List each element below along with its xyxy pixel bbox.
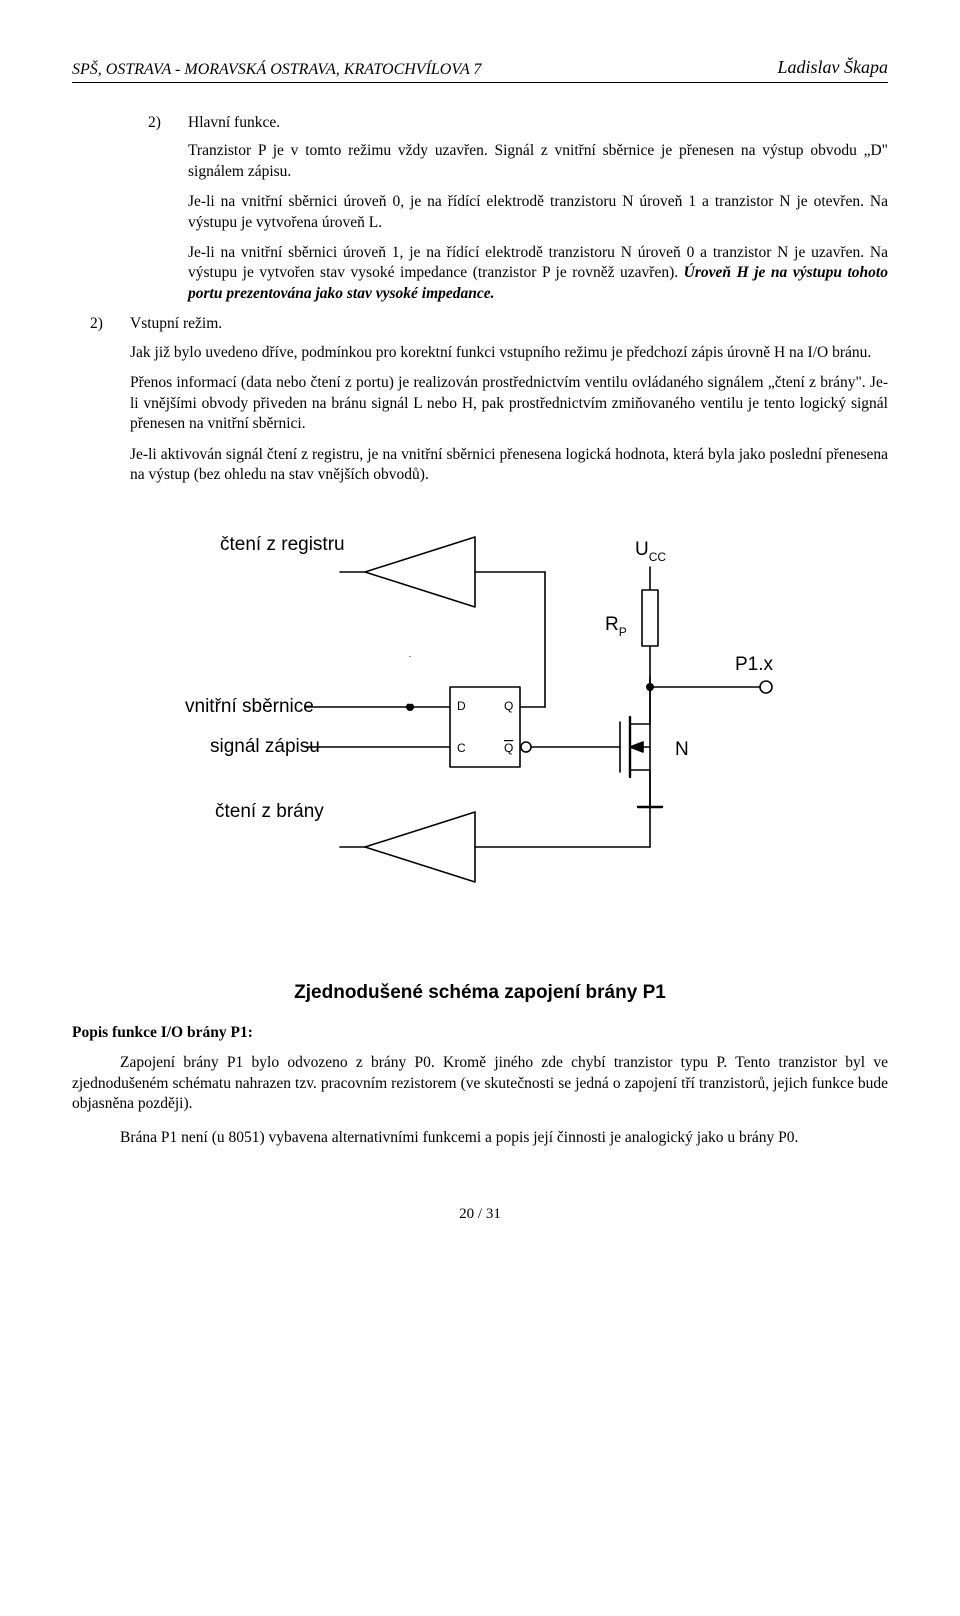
page-footer: 20 / 31 xyxy=(72,1205,888,1225)
section-1-number: 2) xyxy=(130,113,188,133)
label-ucc: UCC xyxy=(635,539,666,564)
header-right: Ladislav Škapa xyxy=(778,56,889,80)
section-2-title: Vstupní režim. xyxy=(130,314,888,334)
circuit-diagram-svg: čtení z registru vnitřní sběrnice signál… xyxy=(150,512,810,942)
label-latch-qbar: Q xyxy=(504,741,513,755)
section-1-title-row: 2) Hlavní funkce. xyxy=(130,113,888,133)
section-2-para-3: Je-li aktivován signál čtení z registru,… xyxy=(130,445,888,486)
popis-para-1: Zapojení brány P1 bylo odvozeno z brány … xyxy=(72,1053,888,1114)
popis-heading: Popis funkce I/O brány P1: xyxy=(72,1023,888,1043)
label-p1x: P1.x xyxy=(735,654,774,675)
popis-para-2: Brána P1 není (u 8051) vybavena alternat… xyxy=(72,1128,888,1148)
section-1-para-3: Je-li na vnitřní sběrnici úroveň 1, je n… xyxy=(188,243,888,304)
page-header: SPŠ, OSTRAVA - MORAVSKÁ OSTRAVA, KRATOCH… xyxy=(72,56,888,83)
section-1-para-1: Tranzistor P je v tomto režimu vždy uzav… xyxy=(188,141,888,182)
label-signal-zapisu: signál zápisu xyxy=(210,736,320,757)
section-2-para-2: Přenos informací (data nebo čtení z port… xyxy=(130,373,888,434)
label-n: N xyxy=(675,739,689,760)
section-2-number: 2) xyxy=(72,314,130,334)
section-1-title: Hlavní funkce. xyxy=(188,113,888,133)
label-latch-c: C xyxy=(457,741,466,755)
label-cteni-registru: čtení z registru xyxy=(220,534,345,555)
section-1-para-2: Je-li na vnitřní sběrnici úroveň 0, je n… xyxy=(188,192,888,233)
label-cteni-brany: čtení z brány xyxy=(215,801,324,822)
diagram-title: Zjednodušené schéma zapojení brány P1 xyxy=(72,980,888,1005)
label-vnitrni-sbernice: vnitřní sběrnice xyxy=(185,696,314,717)
label-latch-q: Q xyxy=(504,699,513,713)
circuit-diagram: čtení z registru vnitřní sběrnice signál… xyxy=(72,512,888,942)
label-rp: RP xyxy=(605,614,627,639)
section-2-para-1: Jak již bylo uvedeno dříve, podmínkou pr… xyxy=(130,343,888,363)
label-latch-d: D xyxy=(457,699,466,713)
header-left: SPŠ, OSTRAVA - MORAVSKÁ OSTRAVA, KRATOCH… xyxy=(72,59,481,80)
section-2-title-row: 2) Vstupní režim. xyxy=(72,314,888,334)
